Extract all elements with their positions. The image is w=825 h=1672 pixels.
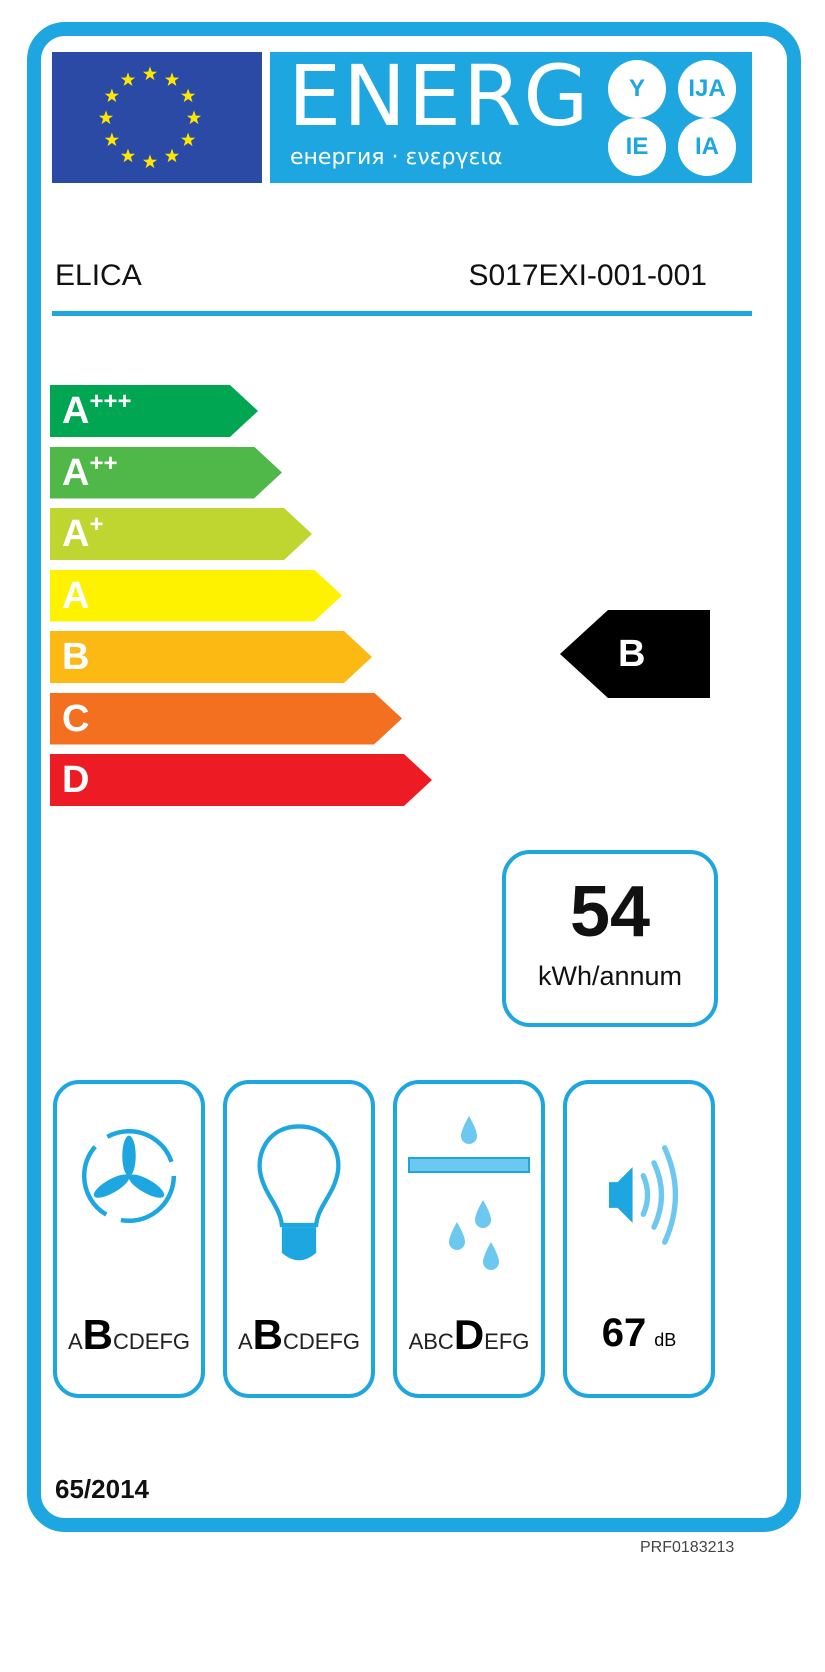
class-letter: A	[62, 390, 90, 432]
lighting-class: ABCDEFG	[237, 1311, 361, 1358]
model-id: S017EXI-001-001	[468, 259, 707, 292]
energy-class-bar: A	[50, 570, 342, 622]
energy-banner: ENERG енергия · ενεργεια Y IJA IE IA	[270, 52, 752, 183]
consumption-box: 54 kWh/annum	[502, 850, 718, 1027]
class-letter: A	[62, 513, 90, 555]
divider	[52, 311, 752, 316]
noise-level: 67 dB	[601, 1311, 677, 1355]
energy-title: ENERG	[288, 47, 591, 145]
class-letter: C	[62, 697, 90, 740]
star-icon	[98, 110, 114, 125]
star-icon	[104, 88, 119, 103]
suffix-y: Y	[608, 60, 666, 118]
energy-subtitle: енергия · ενεργεια	[290, 145, 503, 170]
class-plus: +	[89, 511, 104, 538]
regulation-number: 65/2014	[55, 1474, 149, 1504]
star-icon	[181, 132, 196, 147]
grease-filter-icon	[408, 1116, 530, 1270]
star-icon	[164, 148, 180, 163]
suffix-ia: IA	[678, 118, 736, 176]
star-icon	[142, 154, 158, 169]
supplier-name: ELICA	[55, 259, 142, 292]
class-letter: B	[62, 636, 90, 678]
star-icon	[120, 72, 136, 86]
eu-flag-icon	[52, 52, 262, 183]
lighting-box: ABCDEFG	[223, 1080, 375, 1398]
class-letter: D	[62, 759, 90, 801]
class-plus: +++	[89, 388, 132, 415]
fluid-dynamic-box: ABCDEFG	[53, 1080, 205, 1398]
noise-box: 67 dB	[563, 1080, 715, 1398]
consumption-value: 54	[569, 872, 651, 952]
energy-class-bar: C	[50, 693, 402, 745]
suffix-ie: IE	[608, 118, 666, 176]
energy-class-bar: D	[50, 754, 432, 806]
star-icon	[104, 132, 119, 147]
light-bulb-icon	[257, 1124, 341, 1261]
energy-class-bar: A+++	[50, 385, 258, 437]
star-icon	[164, 72, 180, 86]
grease-filter-class: ABCDEFG	[408, 1311, 530, 1358]
energy-class-bar: A+	[50, 508, 312, 560]
class-letter: A	[62, 574, 90, 617]
label-frame	[27, 22, 801, 1532]
product-code: PRF0183213	[640, 1539, 735, 1556]
suffix-ija: IJA	[678, 60, 736, 118]
class-plus: ++	[89, 449, 118, 477]
fan-icon	[81, 1128, 177, 1224]
class-letter: A	[62, 451, 90, 494]
star-icon	[181, 88, 196, 103]
grease-filter-box: ABCDEFG	[393, 1080, 545, 1398]
energy-class-bar: A++	[50, 447, 282, 499]
star-icon	[142, 66, 158, 81]
energy-class-bar: B	[50, 631, 372, 683]
speaker-icon	[609, 1145, 679, 1245]
star-icon	[186, 110, 202, 125]
fluid-dynamic-class: ABCDEFG	[67, 1311, 191, 1358]
consumption-unit: kWh/annum	[537, 961, 683, 991]
star-icon	[120, 148, 136, 163]
